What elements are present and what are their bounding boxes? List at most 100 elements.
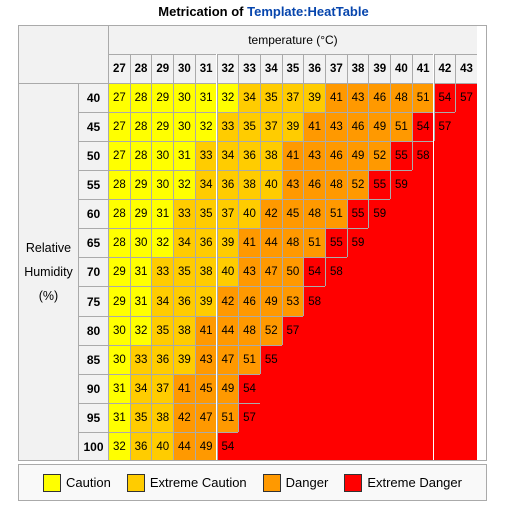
template-link[interactable]: Template:HeatTable	[247, 4, 369, 19]
heat-cell: 50	[281, 257, 304, 287]
x-tick-label: 34	[259, 54, 282, 83]
empty-cell	[455, 257, 477, 287]
legend-swatch	[126, 473, 145, 492]
heat-cell: 31	[129, 257, 152, 287]
empty-cell	[411, 170, 434, 200]
heat-cell: 36	[129, 431, 152, 461]
heat-cell: 34	[194, 170, 217, 200]
heat-cell: 41	[325, 83, 347, 113]
x-tick-label: 43	[455, 54, 477, 83]
empty-cell	[390, 257, 412, 287]
heat-cell: 39	[303, 83, 325, 113]
heat-cell: 32	[108, 431, 130, 461]
heat-cell: 41	[238, 228, 260, 258]
heat-cell: 52	[368, 141, 391, 171]
empty-cell	[303, 402, 325, 432]
heat-cell: 37	[151, 373, 174, 403]
heat-cell: 31	[108, 373, 130, 403]
legend-label: Extreme Caution	[149, 475, 247, 490]
empty-cell	[390, 315, 412, 345]
x-tick-label: 41	[411, 54, 434, 83]
empty-cell	[411, 402, 434, 432]
y-tick-label: 80	[78, 315, 108, 345]
corner-cell	[18, 25, 108, 83]
empty-cell	[238, 431, 260, 461]
heat-cell: 33	[194, 141, 217, 171]
heat-cell: 47	[216, 344, 239, 374]
heat-cell: 35	[194, 199, 217, 229]
heat-cell: 43	[325, 112, 347, 142]
heat-cell: 29	[108, 257, 130, 287]
heat-cell: 52	[259, 315, 282, 345]
empty-cell	[325, 315, 347, 345]
x-tick-label: 32	[216, 54, 239, 83]
empty-cell	[433, 170, 456, 200]
heat-cell: 35	[259, 83, 282, 113]
heat-cell: 38	[238, 170, 260, 200]
heat-cell: 39	[173, 344, 195, 374]
empty-cell	[455, 344, 477, 374]
empty-cell	[281, 431, 304, 461]
heat-cell: 59	[390, 170, 412, 200]
heat-cell: 35	[129, 402, 152, 432]
empty-cell	[433, 286, 456, 316]
empty-cell	[390, 344, 412, 374]
heat-cell: 48	[281, 228, 304, 258]
heat-cell: 52	[346, 170, 369, 200]
y-tick-label: 85	[78, 344, 108, 374]
heat-cell: 54	[216, 431, 239, 461]
heat-cell: 57	[455, 83, 477, 113]
x-tick-label: 28	[129, 54, 152, 83]
heat-cell: 46	[303, 170, 325, 200]
heat-cell: 51	[411, 83, 434, 113]
empty-cell	[455, 286, 477, 316]
x-tick-label: 31	[194, 54, 217, 83]
empty-cell	[368, 402, 391, 432]
heat-cell: 48	[325, 170, 347, 200]
legend-swatch	[262, 473, 281, 492]
empty-cell	[325, 286, 347, 316]
heat-cell: 39	[194, 286, 217, 316]
heat-cell: 51	[390, 112, 412, 142]
empty-cell	[368, 431, 391, 461]
x-tick-label: 29	[151, 54, 174, 83]
heat-cell: 27	[108, 112, 130, 142]
heat-cell: 36	[216, 170, 239, 200]
heat-cell: 28	[108, 170, 130, 200]
heat-cell: 43	[238, 257, 260, 287]
empty-cell	[433, 141, 456, 171]
heat-cell: 46	[346, 112, 369, 142]
heat-cell: 40	[259, 170, 282, 200]
heat-cell: 29	[129, 170, 152, 200]
y-tick-label: 65	[78, 228, 108, 258]
empty-cell	[346, 315, 369, 345]
legend-swatch	[344, 473, 363, 492]
empty-cell	[455, 373, 477, 403]
heat-cell: 30	[129, 228, 152, 258]
heat-cell: 43	[303, 141, 325, 171]
heat-cell: 51	[238, 344, 260, 374]
heat-cell: 40	[216, 257, 239, 287]
legend-item: Danger	[262, 473, 328, 492]
heat-cell: 29	[129, 199, 152, 229]
heat-cell: 28	[108, 199, 130, 229]
y-tick-label: 55	[78, 170, 108, 200]
x-tick-label: 33	[238, 54, 260, 83]
heat-cell: 30	[151, 141, 174, 171]
heat-cell: 59	[346, 228, 369, 258]
heat-cell: 37	[216, 199, 239, 229]
heat-cell: 33	[173, 199, 195, 229]
heat-cell: 31	[151, 199, 174, 229]
heat-cell: 30	[173, 83, 195, 113]
heat-cell: 46	[238, 286, 260, 316]
heat-cell: 33	[129, 344, 152, 374]
x-axis-label: temperature (°C)	[108, 25, 477, 54]
empty-cell	[346, 402, 369, 432]
heat-cell: 55	[346, 199, 369, 229]
heat-cell: 37	[259, 112, 282, 142]
heat-cell: 28	[129, 83, 152, 113]
heat-cell: 41	[173, 373, 195, 403]
empty-cell	[346, 373, 369, 403]
x-tick-label: 36	[303, 54, 325, 83]
empty-cell	[411, 315, 434, 345]
